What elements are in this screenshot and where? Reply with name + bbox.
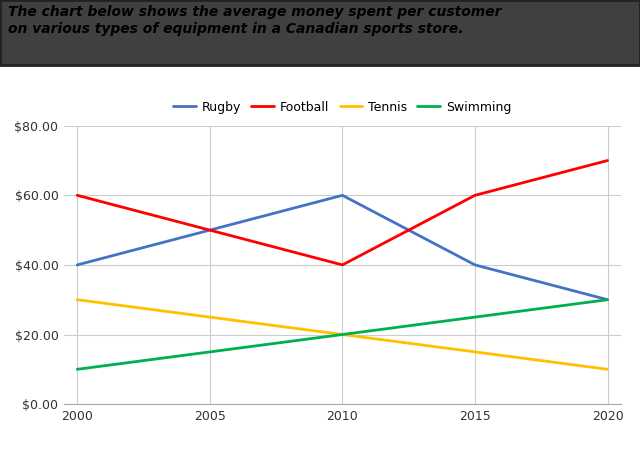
Football <box>74 193 81 198</box>
Line: Football: Football <box>77 161 607 265</box>
Football <box>206 228 214 233</box>
Tennis <box>74 297 81 303</box>
Line: Swimming: Swimming <box>77 300 607 369</box>
Football <box>604 158 611 163</box>
Swimming <box>604 297 611 303</box>
Tennis <box>471 349 479 355</box>
Swimming <box>471 314 479 320</box>
Line: Rugby: Rugby <box>77 195 607 300</box>
Tennis <box>339 332 346 337</box>
Swimming <box>74 366 81 372</box>
Football <box>471 193 479 198</box>
Rugby <box>604 297 611 303</box>
Rugby <box>339 193 346 198</box>
Line: Tennis: Tennis <box>77 300 607 369</box>
Tennis <box>206 314 214 320</box>
Rugby <box>74 262 81 268</box>
Football <box>339 262 346 268</box>
Rugby <box>206 228 214 233</box>
Rugby <box>471 262 479 268</box>
Swimming <box>339 332 346 337</box>
Swimming <box>206 349 214 355</box>
Tennis <box>604 366 611 372</box>
Text: The chart below shows the average money spent per customer
on various types of e: The chart below shows the average money … <box>8 5 501 35</box>
Legend: Rugby, Football, Tennis, Swimming: Rugby, Football, Tennis, Swimming <box>168 96 516 119</box>
